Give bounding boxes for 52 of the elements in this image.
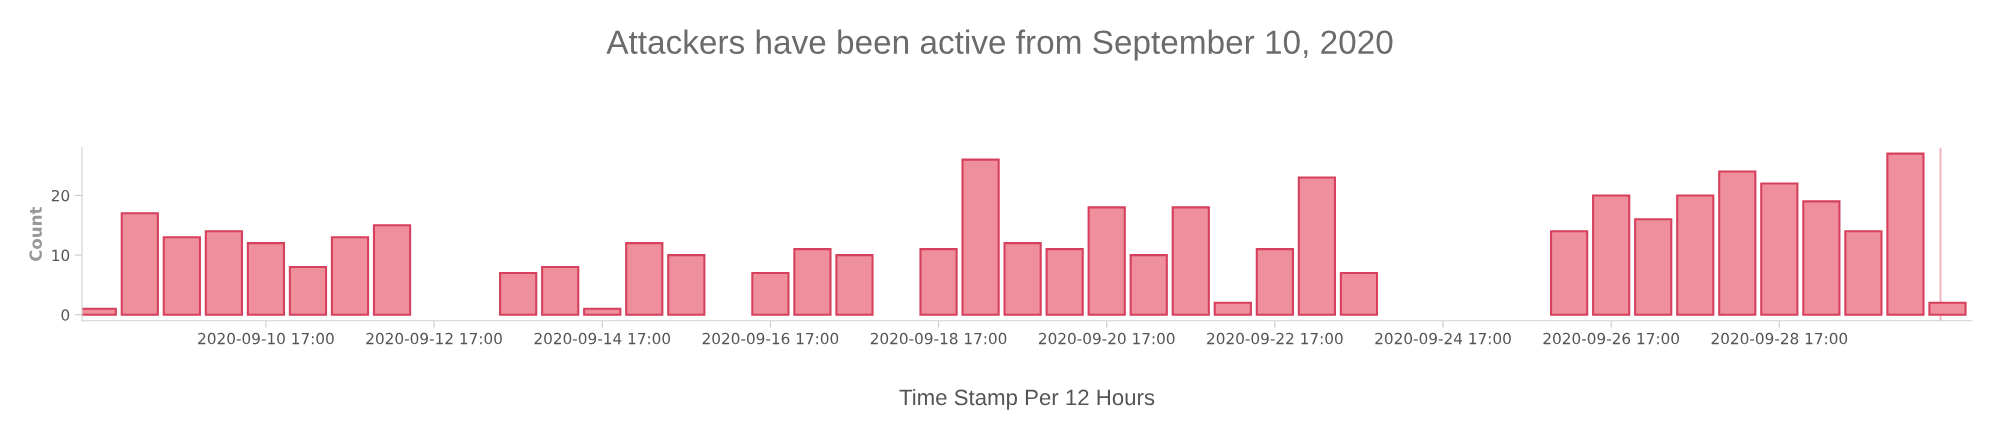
bar (625, 242, 664, 316)
bar (583, 307, 622, 316)
bar (1592, 194, 1631, 316)
bar (1550, 230, 1589, 316)
x-tick-label: 2020-09-10 17:00 (198, 332, 334, 345)
bar (1255, 248, 1294, 316)
bar (162, 236, 201, 316)
bar (1676, 194, 1715, 316)
bar (961, 158, 1000, 316)
bar (1634, 218, 1673, 316)
bar (1045, 248, 1084, 316)
x-axis-title: Time Stamp Per 12 Hours (899, 388, 1155, 410)
bar (1339, 271, 1379, 316)
bar (793, 248, 832, 316)
bar (1129, 254, 1168, 316)
chart-title: Attackers have been active from September 10, 2020 (606, 29, 1393, 61)
bar (204, 230, 243, 316)
bar (288, 265, 328, 316)
bar (1171, 206, 1210, 316)
y-tick-label: 20 (51, 189, 70, 202)
y-tick-label: 10 (52, 249, 70, 262)
x-tick-label: 2020-09-14 17:00 (534, 332, 671, 345)
bar (1928, 301, 1967, 316)
bar (1886, 152, 1925, 316)
x-tick-label: 2020-09-16 17:00 (702, 332, 839, 345)
x-tick-label: 2020-09-20 17:00 (1038, 332, 1175, 345)
y-tick-label: 0 (61, 309, 70, 321)
x-tick-label: 2020-09-12 17:00 (366, 332, 502, 345)
y-axis-title: Count (29, 206, 42, 262)
bar (1760, 182, 1799, 316)
bar (1213, 301, 1252, 316)
x-tick-label: 2020-09-22 17:00 (1207, 332, 1343, 345)
bar (1718, 170, 1757, 316)
bar (1844, 230, 1883, 316)
bar (1802, 200, 1841, 316)
bar (120, 212, 159, 316)
x-tick-label: 2020-09-26 17:00 (1543, 332, 1679, 345)
bar (246, 242, 286, 316)
bar (667, 254, 706, 316)
bar (1087, 206, 1126, 316)
bar (835, 254, 874, 316)
x-tick-label: 2020-09-28 17:00 (1711, 332, 1848, 345)
x-tick-label: 2020-09-24 17:00 (1375, 332, 1511, 345)
bar (1297, 176, 1337, 316)
bar (541, 265, 580, 316)
bar (372, 224, 412, 316)
x-tick-label: 2020-09-18 17:00 (870, 332, 1007, 345)
bar (751, 271, 790, 316)
bar (1003, 242, 1042, 316)
bar (499, 271, 538, 316)
bar (330, 236, 370, 316)
bar (919, 248, 958, 316)
